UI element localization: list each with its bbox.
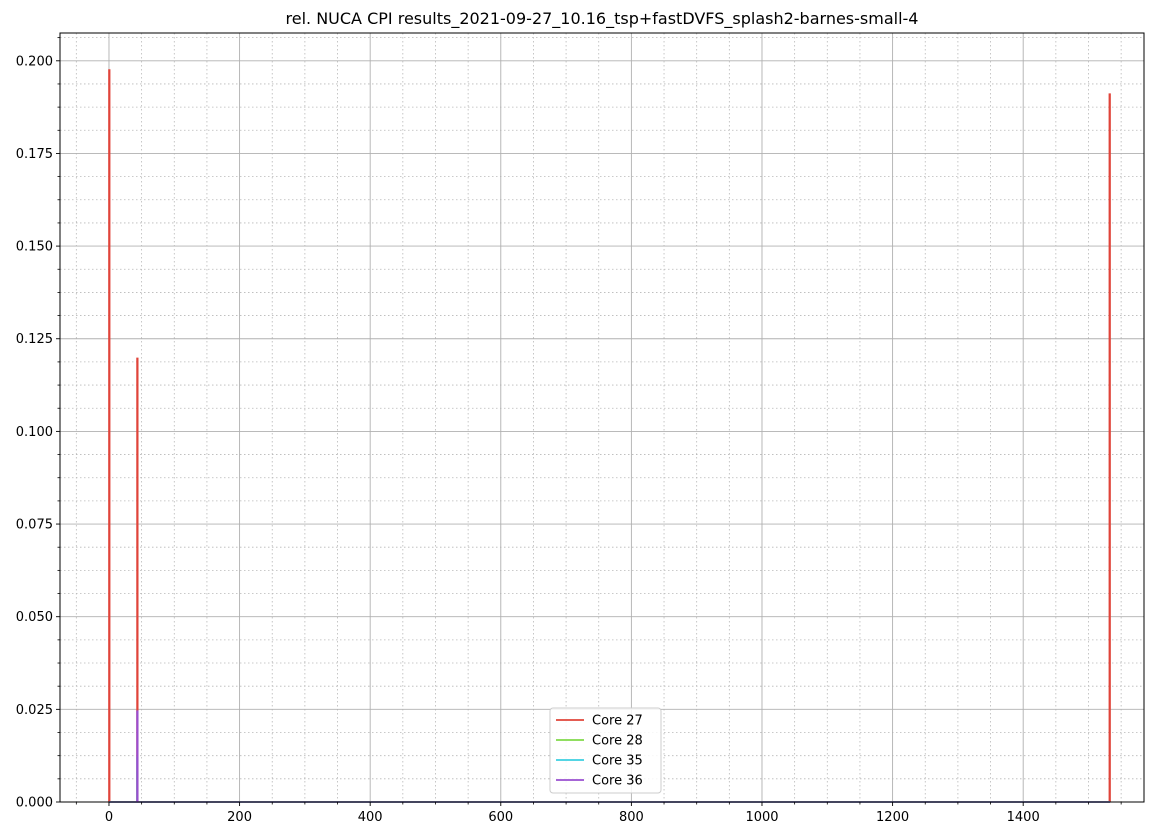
minor-grid	[60, 33, 1144, 802]
y-tick-label: 0.000	[16, 796, 53, 811]
y-tick-label: 0.100	[16, 425, 53, 440]
legend: Core 27 Core 28 Core 35 Core 36	[549, 707, 662, 794]
legend-label: Core 35	[592, 754, 643, 769]
y-tick-label: 0.125	[16, 332, 53, 347]
x-tick-label: 1400	[1007, 810, 1040, 825]
plot-area-frame	[59, 32, 1145, 803]
x-tick-label: 1000	[745, 810, 778, 825]
y-tick-label: 0.175	[16, 147, 53, 162]
y-tick-label: 0.200	[16, 54, 53, 69]
axis-ticks: 0 200 400 600 800 1000 1200 1400 0.000 0.025 0.050…	[16, 37, 1122, 825]
legend-label: Core 28	[592, 734, 643, 749]
x-tick-label: 800	[619, 810, 644, 825]
x-tick-label: 0	[105, 810, 113, 825]
y-tick-label: 0.150	[16, 240, 53, 255]
x-tick-label: 200	[227, 810, 252, 825]
y-tick-label: 0.075	[16, 518, 53, 533]
legend-label: Core 27	[592, 714, 643, 729]
y-tick-label: 0.050	[16, 610, 53, 625]
legend-label: Core 36	[592, 774, 643, 789]
x-tick-label: 400	[358, 810, 383, 825]
x-tick-label: 600	[488, 810, 513, 825]
x-tick-label: 1200	[876, 810, 909, 825]
chart-title: rel. NUCA CPI results_2021-09-27_10.16_t…	[286, 9, 919, 29]
y-tick-label: 0.025	[16, 703, 53, 718]
series-line-core-27	[108, 69, 1111, 803]
legend-box	[549, 707, 662, 794]
